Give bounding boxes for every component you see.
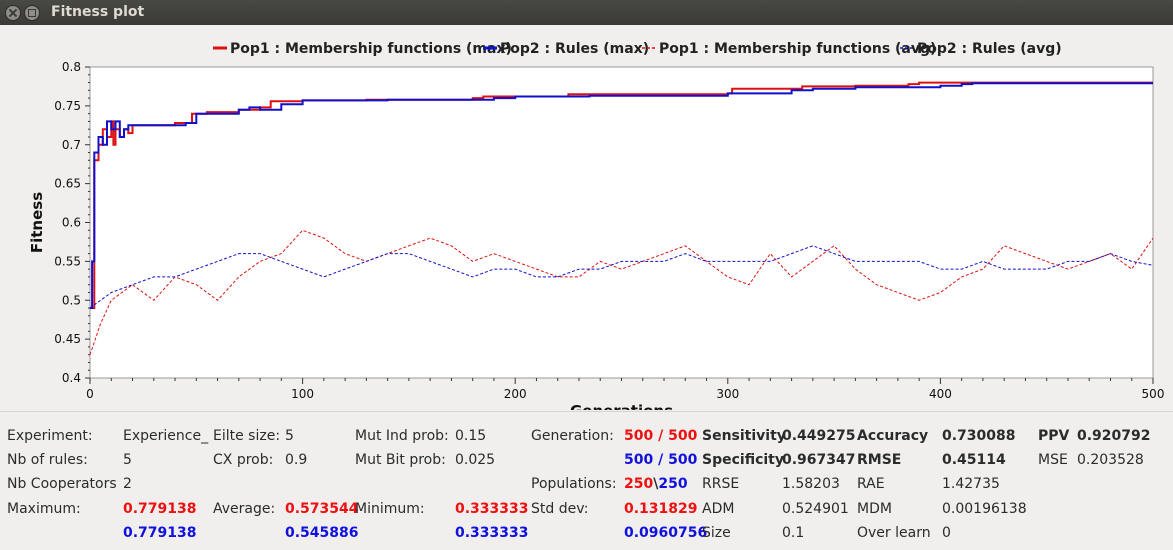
y-axis-title: Fitness [28,192,46,253]
adm-label: ADM [702,501,735,517]
elite-size-label: Eilte size: [213,428,281,444]
x-tick-label: 300 [716,387,739,401]
maximize-icon[interactable] [24,5,40,21]
populations-sep: \ [653,476,659,492]
sensitivity-label: Sensitivity [702,428,786,444]
size-label: Size [702,525,731,541]
maximum-pop2: 0.779138 [123,525,197,541]
plot-area [89,66,1154,379]
ppv-value: 0.920792 [1077,428,1151,444]
sensitivity-value: 0.449275 [782,428,856,444]
size-value: 0.1 [782,525,805,541]
ppv-label: PPV [1038,428,1070,444]
y-tick-label: 0.8 [62,60,81,74]
rrse-label: RRSE [702,476,740,492]
accuracy-value: 0.730088 [942,428,1016,444]
x-tick-label: 100 [291,387,314,401]
experiment-value: Experience_ [123,428,209,444]
x-tick-label: 500 [1142,387,1165,401]
x-axis-title: Generations [570,402,673,410]
mut-ind-prob-value: 0.15 [455,428,487,444]
populations-label: Populations: [531,476,617,492]
mut-bit-prob-value: 0.025 [455,452,496,468]
cx-prob-value: 0.9 [285,452,308,468]
legend-label: Pop1 : Membership functions (max) [230,41,512,57]
y-tick-label: 0.4 [62,371,81,385]
std-dev-pop1: 0.131829 [624,501,698,517]
x-tick-label: 400 [929,387,952,401]
populations-value: 250\250 [624,476,688,492]
y-tick-label: 0.65 [54,177,81,191]
mdm-value: 0.00196138 [942,501,1027,517]
cx-prob-label: CX prob: [213,452,274,468]
mut-bit-prob-label: Mut Bit prob: [355,452,446,468]
y-tick-label: 0.5 [62,293,81,307]
populations-pop1: 250 [624,476,654,492]
nb-cooperators-value: 2 [123,476,132,492]
window-title: Fitness plot [51,4,145,20]
y-tick-label: 0.45 [54,332,81,346]
over-learn-value: 0 [942,525,951,541]
minimum-pop1: 0.333333 [455,501,529,517]
generation-pop2: 500 / 500 [624,452,698,468]
y-tick-label: 0.7 [62,138,81,152]
close-icon[interactable] [5,5,21,21]
legend-label: Pop2 : Rules (avg) [917,41,1062,57]
rmse-label: RMSE [857,452,902,468]
x-tick-label: 0 [86,387,94,401]
y-tick-label: 0.6 [62,216,81,230]
generation-pop1: 500 / 500 [624,428,698,444]
generation-label: Generation: [531,428,614,444]
nb-rules-label: Nb of rules: [7,452,88,468]
nb-cooperators-label: Nb Cooperators [7,476,117,492]
legend-label: Pop2 : Rules (max) [500,41,649,57]
average-pop1: 0.573544 [285,501,359,517]
legend-pop2-avg: Pop2 : Rules (avg) [900,41,1062,57]
title-bar: Fitness plot [0,0,1173,25]
series-pop2-avg-line [89,245,1154,309]
mdm-label: MDM [857,501,892,517]
legend-pop1-max: Pop1 : Membership functions (max) [213,41,512,57]
x-tick-label: 200 [504,387,527,401]
legend-label: Pop1 : Membership functions (avg) [659,41,936,57]
average-pop2: 0.545886 [285,525,359,541]
rae-label: RAE [857,476,885,492]
y-tick-label: 0.55 [54,254,81,268]
std-dev-pop2: 0.0960756 [624,525,708,541]
rmse-value: 0.45114 [942,452,1006,468]
rrse-value: 1.58203 [782,476,840,492]
populations-pop2: 250 [658,476,688,492]
maximum-pop1: 0.779138 [123,501,197,517]
minimum-pop2: 0.333333 [455,525,529,541]
minimum-label: Minimum: [355,501,425,517]
mse-value: 0.203528 [1077,452,1144,468]
y-tick-label: 0.75 [54,99,81,113]
stats-panel: Experiment: Experience_ Nb of rules: 5 N… [0,411,1173,550]
adm-value: 0.524901 [782,501,849,517]
accuracy-label: Accuracy [857,428,929,444]
std-dev-label: Std dev: [531,501,589,517]
specificity-label: Specificity [702,452,784,468]
fitness-chart: 0.4 0.45 0.5 0.55 0.6 0.65 0.7 0.75 0.8 0 100 200 30… [28,41,1165,410]
over-learn-label: Over learn [857,525,931,541]
maximum-label: Maximum: [7,501,81,517]
series-pop2-max-line [90,82,1153,309]
elite-size-value: 5 [285,428,294,444]
specificity-value: 0.967347 [782,452,856,468]
average-label: Average: [213,501,276,517]
experiment-label: Experiment: [7,428,93,444]
mse-label: MSE [1038,452,1068,468]
mut-ind-prob-label: Mut Ind prob: [355,428,449,444]
legend-pop2-max: Pop2 : Rules (max) [483,41,649,57]
rae-value: 1.42735 [942,476,1000,492]
nb-rules-value: 5 [123,452,132,468]
legend-pop1-avg: Pop1 : Membership functions (avg) [642,41,936,57]
series-pop1-avg-line [89,229,1154,355]
